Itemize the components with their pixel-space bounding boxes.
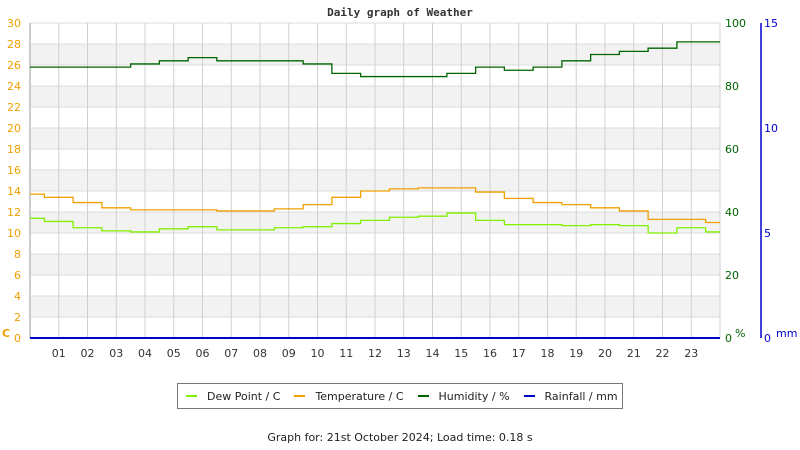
y-tick-label-rain: 5 <box>764 227 771 240</box>
legend-label: Temperature / C <box>315 389 404 403</box>
y-tick-label-humidity: 40 <box>725 206 739 219</box>
y-tick-label-left: 26 <box>7 59 21 72</box>
y-tick-label-rain: 0 <box>764 332 771 345</box>
x-tick-label: 14 <box>426 347 440 360</box>
x-tick-label: 10 <box>311 347 325 360</box>
legend-label: Rainfall / mm <box>544 389 618 403</box>
y-tick-label-left: 28 <box>7 38 21 51</box>
y-tick-label-rain: 15 <box>764 17 778 30</box>
y-tick-label-humidity: 20 <box>725 269 739 282</box>
y-tick-label-humidity: 80 <box>725 80 739 93</box>
x-tick-label: 19 <box>569 347 583 360</box>
legend-swatch <box>523 395 535 397</box>
y-tick-label-left: 30 <box>7 17 21 30</box>
legend: Dew Point / C Temperature / C Humidity / %… <box>177 383 623 409</box>
y-axis-unit-rain: mm <box>776 327 797 340</box>
legend-swatch <box>186 395 197 397</box>
series-line-temperature <box>30 187 720 224</box>
x-tick-label: 04 <box>138 347 152 360</box>
y-tick-label-left: 8 <box>14 248 21 261</box>
x-tick-label: 17 <box>512 347 526 360</box>
y-tick-label-left: 12 <box>7 206 21 219</box>
legend-swatch <box>294 395 306 397</box>
legend-item: Rainfall / mm <box>520 390 618 403</box>
y-tick-label-left: 2 <box>14 311 21 324</box>
y-axis-unit-left: C <box>2 327 10 340</box>
y-tick-label-left: 22 <box>7 101 21 114</box>
x-tick-label: 23 <box>684 347 698 360</box>
x-tick-label: 09 <box>282 347 296 360</box>
legend-item: Temperature / C <box>290 389 404 403</box>
x-tick-label: 16 <box>483 347 497 360</box>
y-tick-label-left: 20 <box>7 122 21 135</box>
y-tick-label-left: 10 <box>7 227 21 240</box>
x-tick-label: 08 <box>253 347 267 360</box>
footer-status: Graph for: 21st October 2024; Load time:… <box>267 431 533 444</box>
y-tick-label-humidity: 0 <box>725 332 732 345</box>
y-tick-label-left: 18 <box>7 143 21 156</box>
x-tick-label: 21 <box>627 347 641 360</box>
x-tick-label: 01 <box>52 347 66 360</box>
x-tick-label: 15 <box>454 347 468 360</box>
y-tick-label-left: 16 <box>7 164 21 177</box>
x-tick-label: 02 <box>81 347 95 360</box>
x-tick-label: 07 <box>224 347 238 360</box>
legend-item: Dew Point / C <box>182 390 280 403</box>
y-tick-label-left: 14 <box>7 185 21 198</box>
y-tick-label-left: 6 <box>14 269 21 282</box>
x-tick-label: 06 <box>196 347 210 360</box>
y-tick-label-left: 4 <box>14 290 21 303</box>
y-tick-label-humidity: 100 <box>725 17 746 30</box>
x-tick-label: 20 <box>598 347 612 360</box>
x-tick-label: 13 <box>397 347 411 360</box>
y-axis-unit-humidity: % <box>735 327 745 340</box>
y-tick-label-rain: 10 <box>764 122 778 135</box>
x-tick-label: 12 <box>368 347 382 360</box>
series-line-dew <box>30 212 720 234</box>
x-tick-label: 05 <box>167 347 181 360</box>
chart-title: Daily graph of Weather <box>327 6 473 19</box>
x-tick-label: 03 <box>109 347 123 360</box>
legend-label: Dew Point / C <box>207 389 281 403</box>
x-tick-label: 22 <box>656 347 670 360</box>
legend-label: Humidity / % <box>438 389 510 403</box>
y-tick-label-humidity: 60 <box>725 143 739 156</box>
series-line-humidity <box>30 41 720 78</box>
x-tick-label: 18 <box>541 347 555 360</box>
y-tick-label-left: 24 <box>7 80 21 93</box>
legend-item: Humidity / % <box>414 390 510 403</box>
legend-swatch <box>417 395 429 397</box>
x-tick-label: 11 <box>339 347 353 360</box>
y-tick-label-left: 0 <box>14 332 21 345</box>
